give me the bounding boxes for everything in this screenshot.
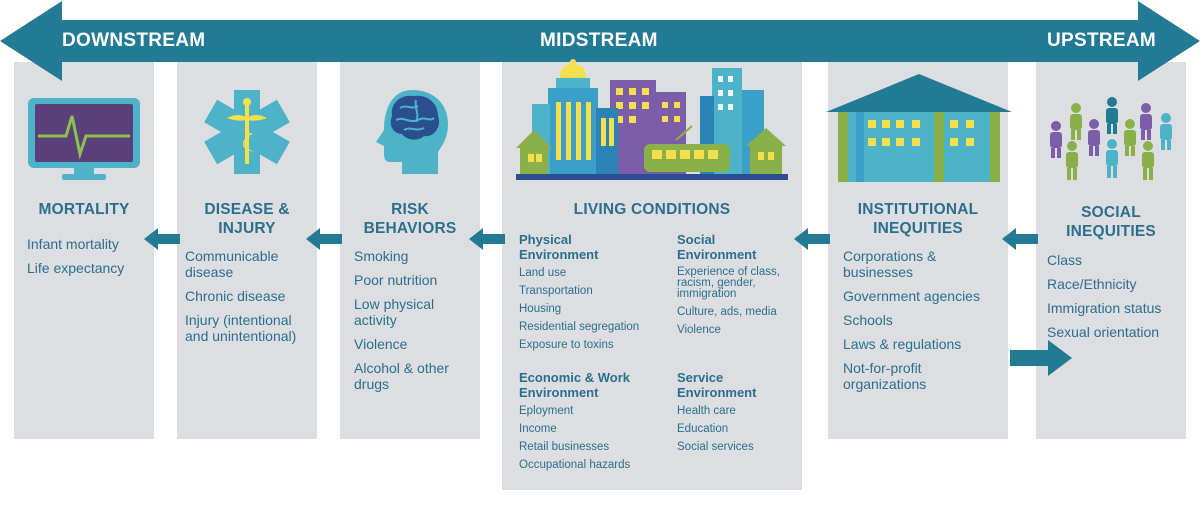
living-economic: Economic & Work Environment Eployment In…	[519, 370, 669, 477]
midstream-label: MIDSTREAM	[540, 30, 658, 51]
people-group-icon	[1050, 97, 1172, 180]
institutional-title-line1: INSTITUTIONAL	[857, 201, 979, 218]
social-inequities-title-line1: SOCIAL	[1081, 204, 1141, 221]
service-title-line1: Service	[677, 370, 724, 385]
risk-item: Poor nutrition	[354, 272, 438, 288]
economic-list: Eployment Income Retail businesses Occup…	[519, 405, 669, 472]
risk-list: Smoking Poor nutrition Low physical acti…	[354, 248, 476, 392]
mortality-list: Infant mortality Life expectancy	[27, 236, 154, 276]
service-item: Social services	[677, 441, 754, 453]
disease-title-line1: DISEASE &	[204, 201, 290, 218]
institutional-item: Corporations & businesses	[843, 248, 937, 280]
risk-title-line1: RISK	[391, 201, 429, 218]
physical-title-line1: Physical	[519, 232, 572, 247]
arrow-left-icon	[469, 228, 505, 250]
economic-title-line1: Economic & Work	[519, 370, 631, 385]
social-inequities-list: Class Race/Ethnicity Immigration status …	[1047, 252, 1186, 340]
heart-monitor-icon	[28, 98, 140, 180]
risk-item: Violence	[354, 336, 408, 352]
risk-title: RISK BEHAVIORS	[340, 200, 480, 238]
disease-item: Chronic disease	[185, 288, 286, 304]
column-social-inequities: SOCIAL INEQUITIES Class Race/Ethnicity I…	[1036, 203, 1186, 348]
disease-list: Communicable disease Chronic disease Inj…	[185, 248, 311, 344]
column-mortality: MORTALITY Infant mortality Life expectan…	[14, 200, 154, 284]
institution-building-icon	[826, 74, 1012, 182]
economic-item: Retail businesses	[519, 441, 610, 453]
service-title-line2: Environment	[677, 385, 757, 400]
mortality-item: Life expectancy	[27, 260, 125, 276]
social-inequities-item: Class	[1047, 252, 1083, 268]
social-env-title-line2: Environment	[677, 247, 757, 262]
arrow-left-icon	[794, 228, 830, 250]
service-title: Service Environment	[677, 370, 795, 400]
social-env-item: Culture, ads, media	[677, 305, 777, 318]
arrow-left-icon	[306, 228, 342, 250]
social-inequities-item: Sexual orientation	[1047, 324, 1160, 340]
disease-item: Communicable disease	[185, 248, 279, 280]
downstream-label: DOWNSTREAM	[62, 30, 206, 51]
column-disease: DISEASE & INJURY Communicable disease Ch…	[177, 200, 317, 352]
economic-title-line2: Environment	[519, 385, 599, 400]
physical-list: Land use Transportation Housing Resident…	[519, 267, 669, 352]
risk-title-line2: BEHAVIORS	[363, 220, 457, 237]
physical-item: Housing	[519, 303, 562, 315]
upstream-label: UPSTREAM	[1047, 30, 1157, 51]
service-list: Health care Education Social services	[677, 405, 795, 454]
disease-title-line2: INJURY	[218, 220, 276, 237]
stream-arrow	[0, 1, 1200, 81]
social-inequities-title-line2: INEQUITIES	[1066, 223, 1156, 240]
living-title: LIVING CONDITIONS	[573, 201, 731, 218]
institutional-title: INSTITUTIONAL INEQUITIES	[828, 200, 1008, 238]
column-risk: RISK BEHAVIORS Smoking Poor nutrition Lo…	[340, 200, 480, 400]
risk-item: Low physical activity	[354, 296, 435, 328]
economic-title: Economic & Work Environment	[519, 370, 669, 400]
social-inequities-item: Race/Ethnicity	[1047, 276, 1137, 292]
physical-item: Transportation	[519, 285, 593, 297]
physical-item: Residential segregation	[519, 321, 640, 333]
social-inequities-item: Immigration status	[1047, 300, 1162, 316]
social-env-title: Social Environment	[677, 232, 795, 262]
arrow-right-icon	[1010, 340, 1072, 376]
economic-item: Eployment	[519, 405, 574, 417]
living-social: Social Environment Experience of class, …	[677, 232, 795, 342]
institutional-item: Not-for-profit organizations	[843, 360, 927, 392]
arrow-left-icon	[144, 228, 180, 250]
institutional-title-line2: INEQUITIES	[873, 220, 963, 237]
column-living-conditions: LIVING CONDITIONS	[502, 200, 802, 219]
physical-item: Exposure to toxins	[519, 339, 614, 351]
social-env-item: Violence	[677, 323, 721, 336]
risk-item: Alcohol & other drugs	[354, 360, 449, 392]
city-skyline-icon	[516, 59, 788, 180]
arrow-left-icon	[1002, 228, 1038, 250]
institutional-item: Schools	[843, 312, 893, 328]
service-item: Education	[677, 423, 729, 435]
institutional-item: Government agencies	[843, 288, 980, 304]
institutional-list: Corporations & businesses Government age…	[843, 248, 1004, 392]
physical-title: Physical Environment	[519, 232, 669, 262]
economic-item: Occupational hazards	[519, 459, 631, 471]
social-env-item: Experience of class, racism, gender, imm…	[677, 266, 780, 300]
institutional-item: Laws & regulations	[843, 336, 962, 352]
disease-item: Injury (intentional and unintentional)	[185, 312, 297, 344]
mortality-title: MORTALITY	[38, 201, 130, 218]
disease-title: DISEASE & INJURY	[177, 200, 317, 238]
living-physical: Physical Environment Land use Transporta…	[519, 232, 669, 357]
column-institutional: INSTITUTIONAL INEQUITIES Corporations & …	[828, 200, 1008, 400]
risk-item: Smoking	[354, 248, 409, 264]
brain-head-icon	[376, 90, 448, 174]
economic-item: Income	[519, 423, 557, 435]
mortality-item: Infant mortality	[27, 236, 119, 252]
social-env-title-line1: Social	[677, 232, 716, 247]
physical-item: Land use	[519, 267, 567, 279]
service-item: Health care	[677, 405, 736, 417]
social-inequities-title: SOCIAL INEQUITIES	[1036, 203, 1186, 241]
living-service: Service Environment Health care Educatio…	[677, 370, 795, 459]
physical-title-line2: Environment	[519, 247, 599, 262]
social-env-list: Experience of class, racism, gender, imm…	[677, 266, 795, 336]
medical-star-icon	[204, 90, 290, 174]
